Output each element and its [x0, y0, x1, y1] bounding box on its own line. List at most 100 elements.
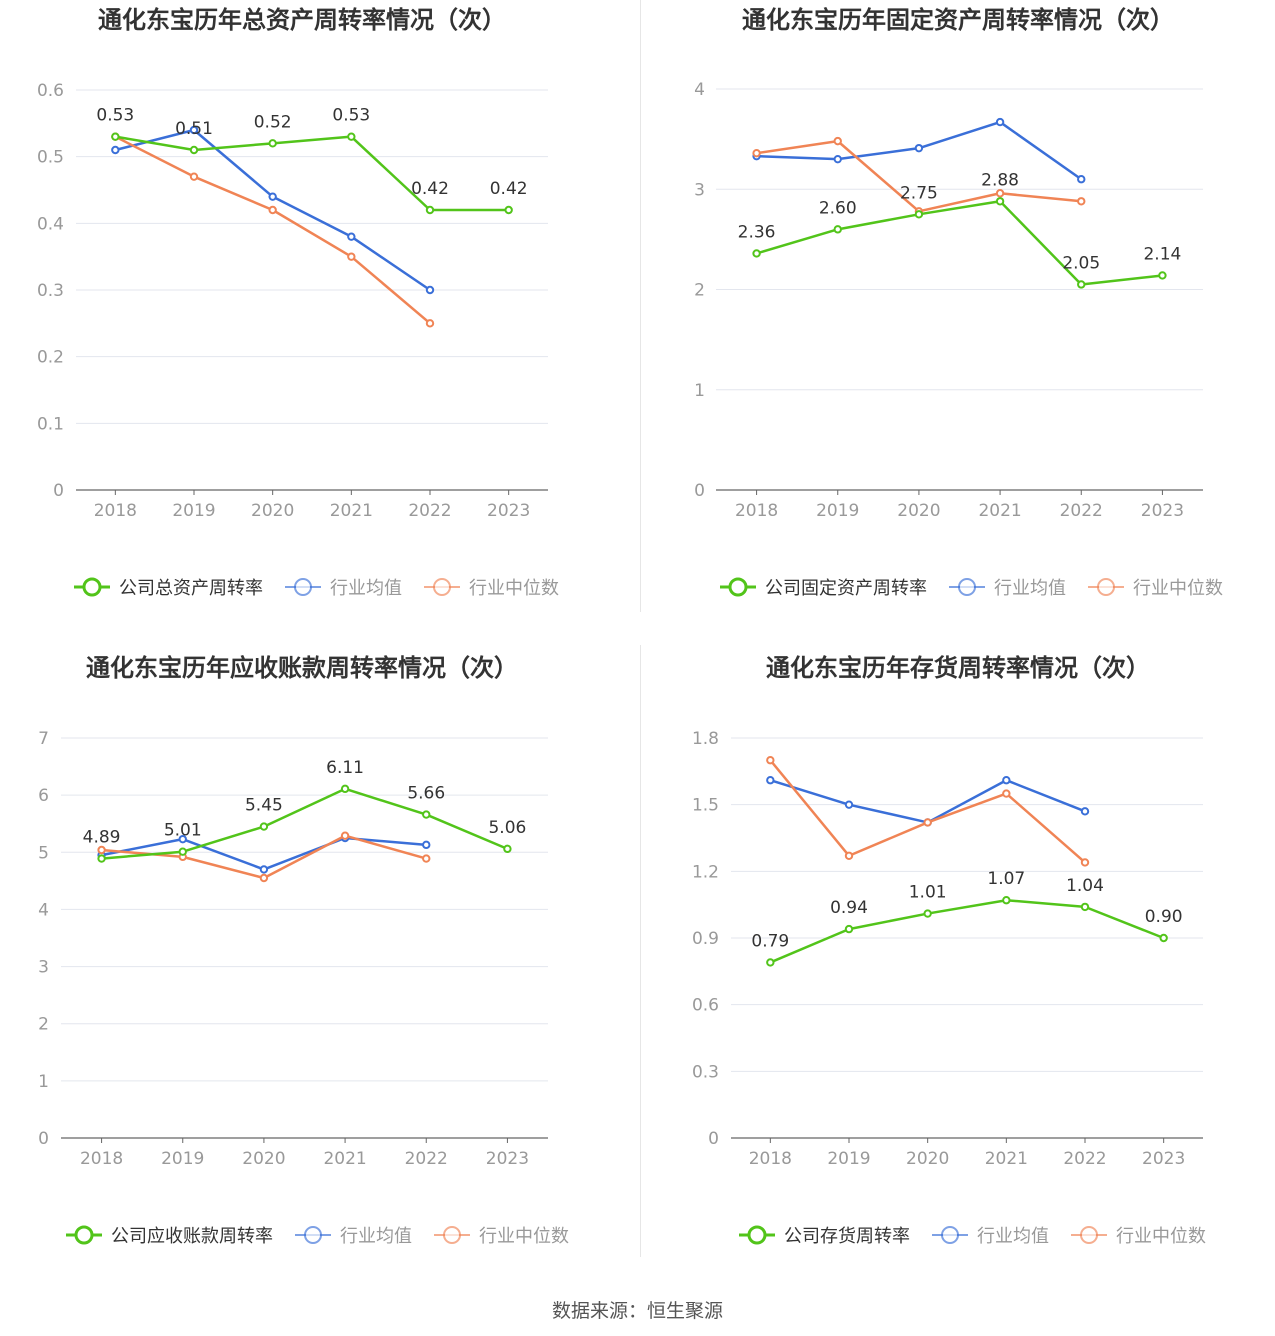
chart-inventory-turnover: 通化东宝历年存货周转率情况（次） 0 0.3 0.6 0.9 1.2 1.5 1.8 2018 2… — [692, 654, 1206, 1247]
data-point-median — [268, 205, 277, 215]
data-point-company — [914, 210, 924, 219]
legend-label-company: 公司存货周转率 — [784, 1226, 910, 1247]
legend-label-avg: 行业均值 — [330, 578, 402, 599]
legend-marker-median — [1097, 578, 1115, 596]
legend-label-company: 公司总资产周转率 — [119, 578, 263, 599]
data-point-median — [833, 136, 842, 146]
data-point-median — [844, 851, 854, 860]
y-tick-label: 6 — [38, 786, 49, 806]
data-point-avg — [259, 865, 269, 874]
series-line-median — [769, 759, 1086, 864]
data-label: 2.14 — [1143, 244, 1181, 264]
series-line-company — [756, 200, 1163, 286]
data-point-company — [766, 958, 775, 967]
series-line-company — [115, 135, 509, 212]
data-point-company — [422, 810, 431, 819]
data-point-company — [1159, 933, 1168, 943]
data-label: 0.51 — [175, 119, 213, 139]
chart-title: 通化东宝历年存货周转率情况（次） — [766, 654, 1150, 682]
data-point-company — [1158, 271, 1167, 280]
x-tick-label: 2020 — [906, 1149, 949, 1169]
x-tick-label: 2023 — [486, 1149, 529, 1169]
data-point-company — [425, 205, 435, 215]
data-label: 2.36 — [738, 222, 776, 242]
data-point-company — [268, 139, 277, 148]
y-tick-label: 0.3 — [37, 281, 64, 301]
chart-title: 通化东宝历年应收账款周转率情况（次） — [86, 654, 518, 682]
data-point-avg — [914, 143, 924, 153]
x-tick-label: 2022 — [405, 1149, 448, 1169]
legend-label-median: 行业中位数 — [479, 1226, 569, 1247]
x-tick-label: 2021 — [985, 1149, 1028, 1169]
data-label: 5.01 — [164, 821, 202, 841]
chart-fixed-asset-turnover: 通化东宝历年固定资产周转率情况（次） 0 1 2 3 4 2018 2019 2020 2021 2… — [694, 6, 1223, 599]
y-tick-label: 2 — [694, 281, 705, 301]
x-tick-label: 2023 — [1142, 1149, 1185, 1169]
legend-marker-company — [747, 1225, 767, 1245]
data-point-median — [259, 873, 269, 883]
y-tick-label: 0.3 — [692, 1062, 719, 1082]
data-point-company — [259, 822, 269, 831]
x-tick-label: 2018 — [749, 1149, 792, 1169]
y-tick-label: 0.2 — [37, 348, 64, 368]
y-tick-label: 0 — [694, 481, 705, 501]
data-label: 0.90 — [1145, 907, 1183, 927]
legend-marker-avg — [941, 1226, 959, 1244]
data-point-avg — [189, 125, 199, 135]
data-source-footer: 数据来源：恒生聚源 — [551, 1300, 723, 1322]
x-tick-label: 2018 — [80, 1149, 123, 1169]
data-point-avg — [422, 840, 431, 850]
x-tick-label: 2023 — [487, 501, 530, 521]
data-point-avg — [268, 192, 277, 201]
y-tick-label: 1 — [694, 381, 705, 401]
legend-label-company: 公司应收账款周转率 — [111, 1226, 273, 1247]
x-tick-label: 2021 — [323, 1149, 366, 1169]
data-point-company — [503, 844, 512, 854]
legend-marker-company — [82, 577, 102, 597]
x-tick-label: 2019 — [816, 501, 859, 521]
data-label: 0.94 — [830, 898, 868, 918]
legend-label-median: 行业中位数 — [1116, 1226, 1206, 1247]
x-tick-label: 2020 — [897, 501, 940, 521]
data-point-avg — [1080, 807, 1090, 816]
y-tick-label: 0.4 — [37, 214, 64, 234]
legend-marker-company — [728, 577, 748, 597]
data-point-company — [97, 854, 106, 863]
data-point-median — [923, 818, 932, 827]
data-label: 2.88 — [981, 170, 1019, 190]
y-tick-label: 2 — [38, 1015, 49, 1035]
data-point-company — [844, 924, 854, 934]
chart-title: 通化东宝历年总资产周转率情况（次） — [98, 6, 506, 34]
legend-marker-company — [74, 1225, 94, 1245]
data-label: 1.01 — [909, 883, 947, 903]
data-point-median — [189, 172, 199, 181]
data-label: 5.45 — [245, 796, 283, 816]
y-tick-label: 3 — [38, 958, 49, 978]
y-tick-label: 1.5 — [692, 796, 719, 816]
x-tick-label: 2018 — [735, 501, 778, 521]
x-tick-label: 2021 — [330, 501, 373, 521]
x-tick-label: 2018 — [94, 501, 137, 521]
data-point-company — [189, 145, 199, 155]
data-point-company — [347, 132, 356, 141]
y-tick-label: 3 — [694, 180, 705, 200]
y-tick-label: 0.5 — [37, 148, 64, 168]
legend-marker-median — [443, 1226, 461, 1244]
x-tick-label: 2023 — [1141, 501, 1184, 521]
data-point-avg — [844, 800, 854, 809]
y-tick-label: 1.2 — [692, 862, 719, 882]
data-label: 0.42 — [411, 179, 449, 199]
series-line-company — [101, 787, 508, 860]
data-label: 2.05 — [1062, 253, 1100, 273]
data-point-avg — [833, 154, 842, 164]
data-point-company — [752, 249, 761, 258]
data-label: 0.79 — [751, 931, 789, 951]
data-point-median — [97, 845, 106, 855]
x-tick-label: 2019 — [161, 1149, 204, 1169]
series-line-company — [769, 898, 1165, 964]
data-point-company — [178, 847, 187, 856]
y-tick-label: 4 — [694, 80, 705, 100]
data-point-company — [111, 132, 120, 141]
data-point-company — [340, 784, 350, 794]
y-tick-label: 0 — [708, 1129, 719, 1149]
